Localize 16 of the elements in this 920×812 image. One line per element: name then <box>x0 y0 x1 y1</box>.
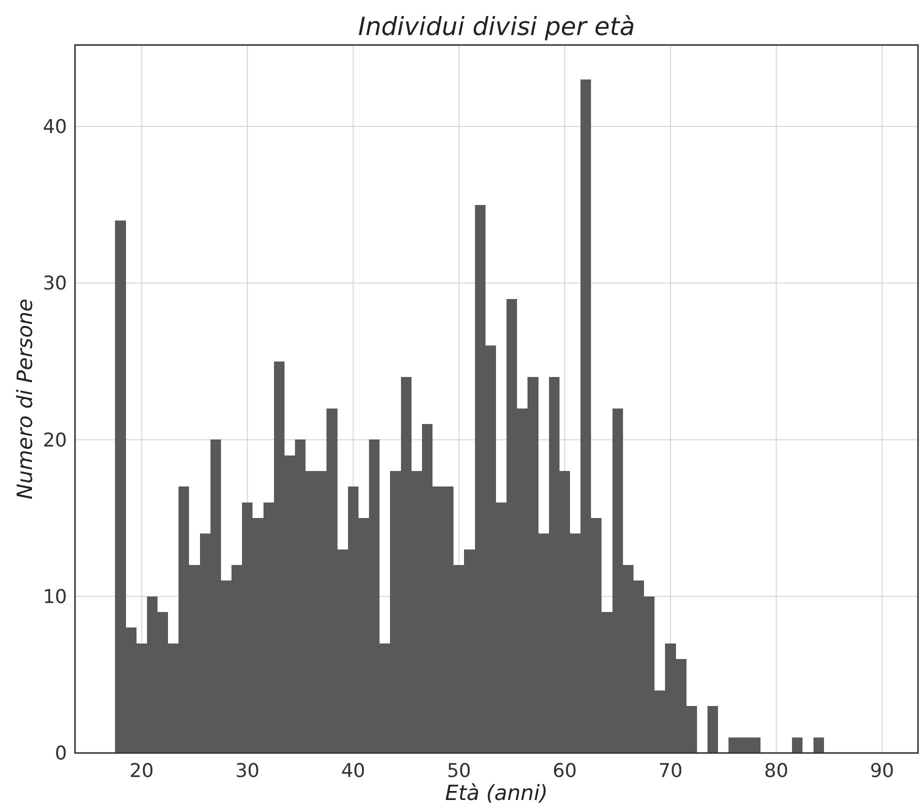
x-axis-title: Età (anni) <box>445 781 548 805</box>
x-tick-label: 50 <box>446 760 472 782</box>
y-tick-label: 30 <box>42 272 67 295</box>
y-tick-label: 10 <box>42 586 67 608</box>
x-tick-label: 20 <box>130 760 154 782</box>
y-tick-label: 0 <box>54 742 67 765</box>
y-axis-title: Numero di Persone <box>13 298 37 500</box>
y-tick-label: 40 <box>42 116 67 138</box>
chart-title: Individui divisi per età <box>358 12 635 41</box>
x-tick-label: 90 <box>870 760 894 782</box>
y-tick-label: 20 <box>42 429 67 452</box>
x-tick-label: 60 <box>552 760 577 782</box>
x-tick-label: 30 <box>235 760 260 782</box>
x-tick-label: 40 <box>341 760 366 782</box>
x-tick-label: 70 <box>658 760 683 782</box>
x-tick-label: 80 <box>764 760 788 782</box>
